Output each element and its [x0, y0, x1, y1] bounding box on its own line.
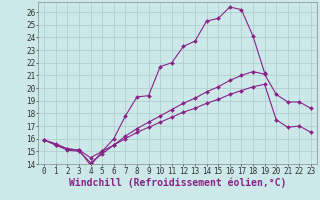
- X-axis label: Windchill (Refroidissement éolien,°C): Windchill (Refroidissement éolien,°C): [69, 177, 286, 188]
